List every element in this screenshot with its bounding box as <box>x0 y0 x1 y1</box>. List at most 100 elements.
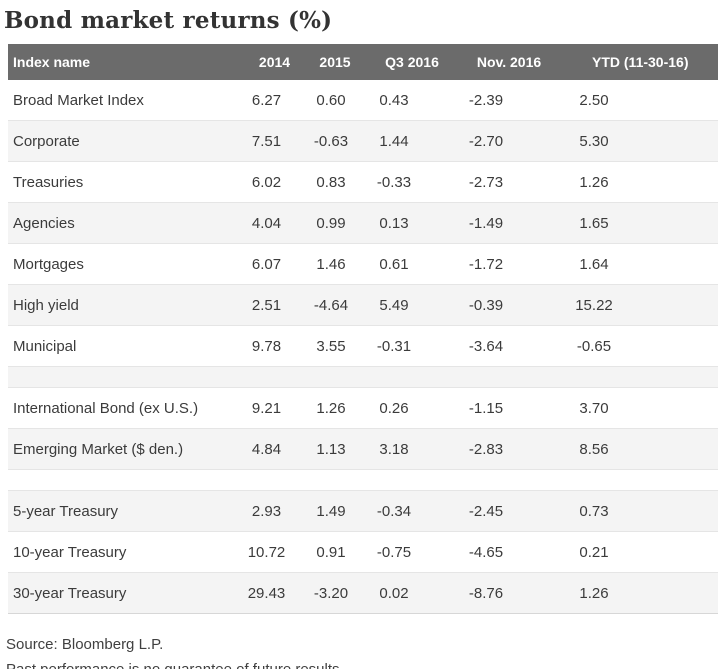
cell-filler <box>637 244 718 285</box>
spacer-cell <box>8 367 718 388</box>
table-row-broad-market-index: Broad Market Index 6.27 0.60 0.43 -2.39 … <box>8 80 718 121</box>
table-row-treasuries: Treasuries 6.02 0.83 -0.33 -2.73 1.26 <box>8 161 718 203</box>
cell-2014: 2.93 <box>251 502 282 520</box>
cell-nov-2016: -1.49 <box>468 214 504 232</box>
cell-2014: 9.21 <box>251 399 282 417</box>
cell-q3-2016: 1.44 <box>379 132 409 150</box>
cell-ytd: 1.26 <box>579 173 609 191</box>
cell-q3-2016: -0.33 <box>376 173 412 191</box>
cell-q3-2016: -0.34 <box>376 502 412 520</box>
cell-2015: -0.63 <box>313 132 349 150</box>
cell-2015: -4.64 <box>313 296 349 314</box>
row-label: Municipal <box>13 337 77 355</box>
cell-q3-2016: 0.43 <box>379 91 409 109</box>
cell-2014: 6.07 <box>251 255 282 273</box>
cell-filler <box>637 532 718 573</box>
column-header-nov-2016-label: Nov. 2016 <box>476 54 542 70</box>
cell-nov-2016: -8.76 <box>468 584 504 602</box>
cell-q3-2016: 0.02 <box>379 584 409 602</box>
cell-2014: 4.04 <box>251 214 282 232</box>
cell-filler <box>637 388 718 429</box>
cell-2015: 0.83 <box>316 173 346 191</box>
cell-2015: 1.46 <box>316 255 346 273</box>
cell-nov-2016: -2.83 <box>468 440 504 458</box>
cell-q3-2016: 0.13 <box>379 214 409 232</box>
cell-q3-2016: 3.18 <box>379 440 409 458</box>
cell-2014: 4.84 <box>251 440 282 458</box>
cell-filler <box>637 326 718 367</box>
cell-ytd: 0.21 <box>579 543 609 561</box>
cell-q3-2016: 0.26 <box>379 399 409 417</box>
cell-2015: 0.91 <box>316 543 346 561</box>
table-row-emerging-market: Emerging Market ($ den.) 4.84 1.13 3.18 … <box>8 428 718 470</box>
row-label: Emerging Market ($ den.) <box>13 440 184 458</box>
table-row-mortgages: Mortgages 6.07 1.46 0.61 -1.72 1.64 <box>8 243 718 285</box>
column-header-ytd-label: YTD (11-30-16) <box>592 54 689 70</box>
row-label: Treasuries <box>13 173 84 191</box>
cell-2015: 1.49 <box>316 502 346 520</box>
cell-2014: 9.78 <box>251 337 282 355</box>
footer: Source: Bloomberg L.P. Past performance … <box>6 632 728 669</box>
cell-ytd: 1.64 <box>579 255 609 273</box>
row-label: 5-year Treasury <box>13 502 119 520</box>
table-row-10-year-treasury: 10-year Treasury 10.72 0.91 -0.75 -4.65 … <box>8 531 718 573</box>
row-label: 10-year Treasury <box>13 543 127 561</box>
cell-2015: 1.13 <box>316 440 346 458</box>
table-row-international-bond: International Bond (ex U.S.) 9.21 1.26 0… <box>8 387 718 429</box>
cell-2014: 29.43 <box>247 584 286 602</box>
cell-2014: 2.51 <box>251 296 282 314</box>
cell-nov-2016: -2.39 <box>468 91 504 109</box>
row-label: Broad Market Index <box>13 91 144 109</box>
spacer-cell <box>8 470 718 491</box>
table-row-municipal: Municipal 9.78 3.55 -0.31 -3.64 -0.65 <box>8 325 718 367</box>
cell-nov-2016: -3.64 <box>468 337 504 355</box>
cell-nov-2016: -2.45 <box>468 502 504 520</box>
column-header-ytd: YTD (11-30-16) <box>551 44 688 80</box>
row-label: Corporate <box>13 132 80 150</box>
column-header-2015-label: 2015 <box>319 54 351 70</box>
cell-nov-2016: -1.72 <box>468 255 504 273</box>
row-label: High yield <box>13 296 79 314</box>
cell-ytd: 8.56 <box>579 440 609 458</box>
cell-2014: 6.27 <box>251 91 282 109</box>
row-label: Mortgages <box>13 255 84 273</box>
table-row-agencies: Agencies 4.04 0.99 0.13 -1.49 1.65 <box>8 202 718 244</box>
disclaimer-note: Past performance is no guarantee of futu… <box>6 657 728 669</box>
column-header-q3-2016: Q3 2016 <box>367 44 439 80</box>
cell-q3-2016: -0.31 <box>376 337 412 355</box>
cell-2014: 7.51 <box>251 132 282 150</box>
cell-q3-2016: 0.61 <box>379 255 409 273</box>
cell-2015: 0.99 <box>316 214 346 232</box>
cell-filler <box>637 162 718 203</box>
cell-ytd: 5.30 <box>579 132 609 150</box>
cell-q3-2016: 5.49 <box>379 296 409 314</box>
cell-filler <box>637 573 718 614</box>
cell-ytd: 15.22 <box>575 296 613 314</box>
cell-2014: 6.02 <box>251 173 282 191</box>
column-header-index-name: Index name <box>13 54 91 70</box>
table-header-row: Index name 2014 2015 Q3 2016 Nov. 2016 Y… <box>8 44 718 80</box>
cell-2015: 0.60 <box>316 91 346 109</box>
cell-ytd: 1.26 <box>579 584 609 602</box>
cell-filler <box>637 203 718 244</box>
row-label: Agencies <box>13 214 75 232</box>
cell-ytd: 0.73 <box>579 502 609 520</box>
cell-ytd: 1.65 <box>579 214 609 232</box>
column-header-nov-2016: Nov. 2016 <box>421 44 551 80</box>
page-title: Bond market returns (%) <box>4 7 333 34</box>
source-note: Source: Bloomberg L.P. <box>6 636 164 653</box>
row-label: 30-year Treasury <box>13 584 127 602</box>
cell-2015: 3.55 <box>316 337 346 355</box>
cell-nov-2016: -2.70 <box>468 132 504 150</box>
cell-nov-2016: -4.65 <box>468 543 504 561</box>
table-row-high-yield: High yield 2.51 -4.64 5.49 -0.39 15.22 <box>8 284 718 326</box>
cell-ytd: 2.50 <box>579 91 609 109</box>
cell-filler <box>637 285 718 326</box>
table-spacer-row <box>8 469 718 491</box>
cell-2014: 10.72 <box>247 543 286 561</box>
cell-q3-2016: -0.75 <box>376 543 412 561</box>
cell-filler <box>637 429 718 470</box>
table-row-30-year-treasury: 30-year Treasury 29.43 -3.20 0.02 -8.76 … <box>8 572 718 614</box>
row-label: International Bond (ex U.S.) <box>13 399 199 417</box>
cell-nov-2016: -2.73 <box>468 173 504 191</box>
